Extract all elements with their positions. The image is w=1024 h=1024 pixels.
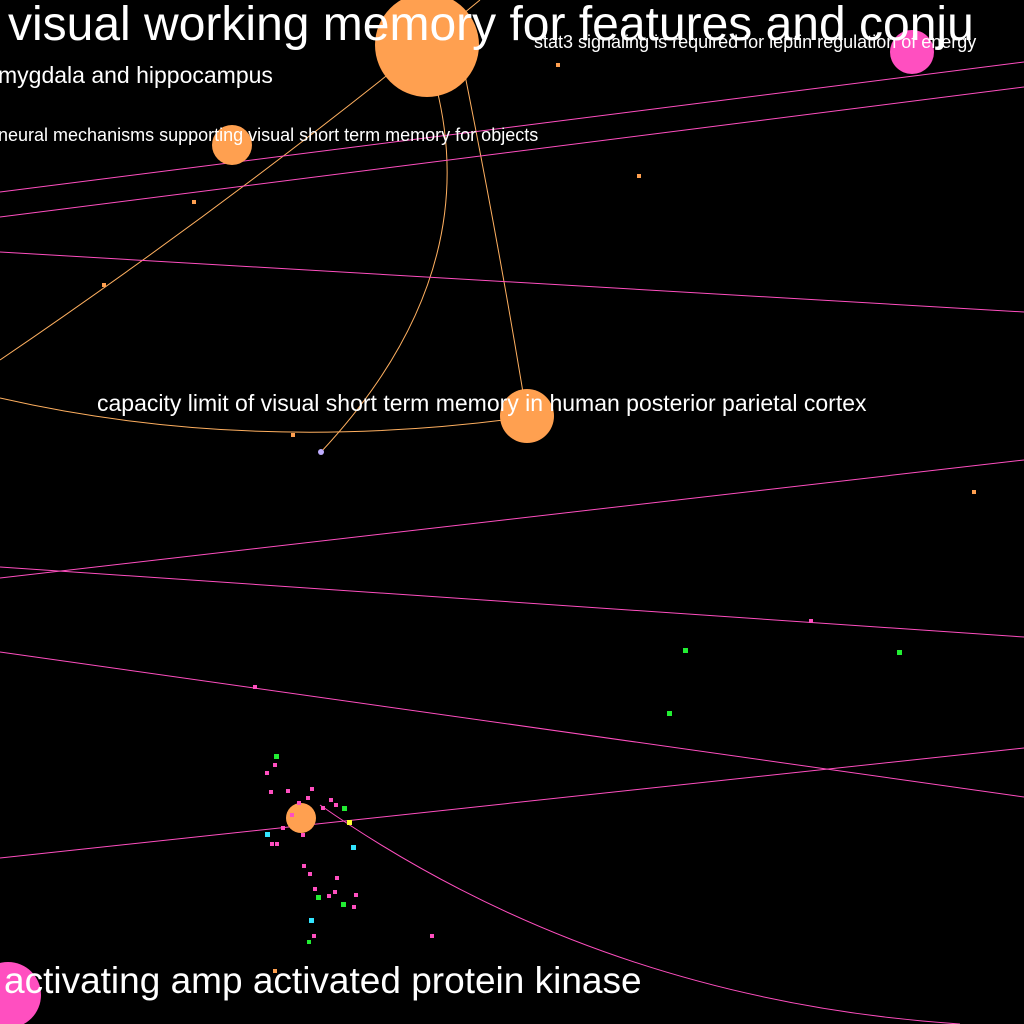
node[interactable] [430,934,434,938]
node[interactable] [347,820,352,825]
node[interactable] [683,648,688,653]
node[interactable] [281,826,285,830]
node[interactable] [310,787,314,791]
label-activating-ampk: activating amp activated protein kinase [4,960,642,1001]
node[interactable] [291,433,295,437]
node[interactable] [327,894,331,898]
node[interactable] [342,806,347,811]
node[interactable] [637,174,641,178]
edge [0,397,528,433]
edge [0,566,1024,638]
label-visual-working-memory: visual working memory for features and c… [8,0,974,51]
node-visual-working-memory[interactable] [375,0,479,97]
node[interactable] [972,490,976,494]
node[interactable] [307,940,311,944]
edge [461,59,528,418]
node[interactable] [341,902,346,907]
node[interactable] [354,893,358,897]
node[interactable] [265,771,269,775]
label-neural-mechanisms-vstm: neural mechanisms supporting visual shor… [0,125,538,145]
edge [0,747,1024,859]
edge [0,651,1024,798]
node[interactable] [301,833,305,837]
edge [0,459,1024,579]
node[interactable] [273,969,277,973]
node-layer [0,0,976,1024]
node-activating-ampk[interactable] [0,962,41,1024]
edge [0,86,1024,218]
node[interactable] [308,872,312,876]
node[interactable] [192,200,196,204]
node[interactable] [352,905,356,909]
label-capacity-limit-vstm: capacity limit of visual short term memo… [97,390,867,416]
node[interactable] [275,842,279,846]
edge [0,61,1024,193]
label-layer: visual working memory for features and c… [0,0,976,1001]
node[interactable] [313,887,317,891]
node[interactable] [312,934,316,938]
node[interactable] [265,832,270,837]
node[interactable] [297,801,301,805]
node[interactable] [335,876,339,880]
node[interactable] [897,650,902,655]
node[interactable] [302,864,306,868]
label-amygdala-hippocampus: mygdala and hippocampus [0,62,273,88]
node[interactable] [329,798,333,802]
node[interactable] [333,890,337,894]
node[interactable] [269,790,273,794]
node[interactable] [102,283,106,287]
node[interactable] [273,763,277,767]
label-stat3-signaling: stat3 signaling is required for leptin r… [534,32,976,52]
node[interactable] [316,895,321,900]
node[interactable] [351,845,356,850]
node[interactable] [809,619,813,623]
node-capacity-limit-vstm[interactable] [500,389,554,443]
node[interactable] [667,711,672,716]
node-neural-mechanisms-vstm[interactable] [212,125,252,165]
node[interactable] [290,813,294,817]
node[interactable] [318,449,324,455]
node[interactable] [306,796,310,800]
node-cluster-hub[interactable] [286,803,316,833]
node[interactable] [334,803,338,807]
node-stat3-signaling[interactable] [890,30,934,74]
node[interactable] [286,789,290,793]
node[interactable] [270,842,274,846]
edge [0,251,1024,313]
node[interactable] [321,806,325,810]
node[interactable] [556,63,560,67]
edge [320,49,448,453]
node[interactable] [274,754,279,759]
node[interactable] [253,685,257,689]
node[interactable] [309,918,314,923]
edge [319,804,961,1024]
